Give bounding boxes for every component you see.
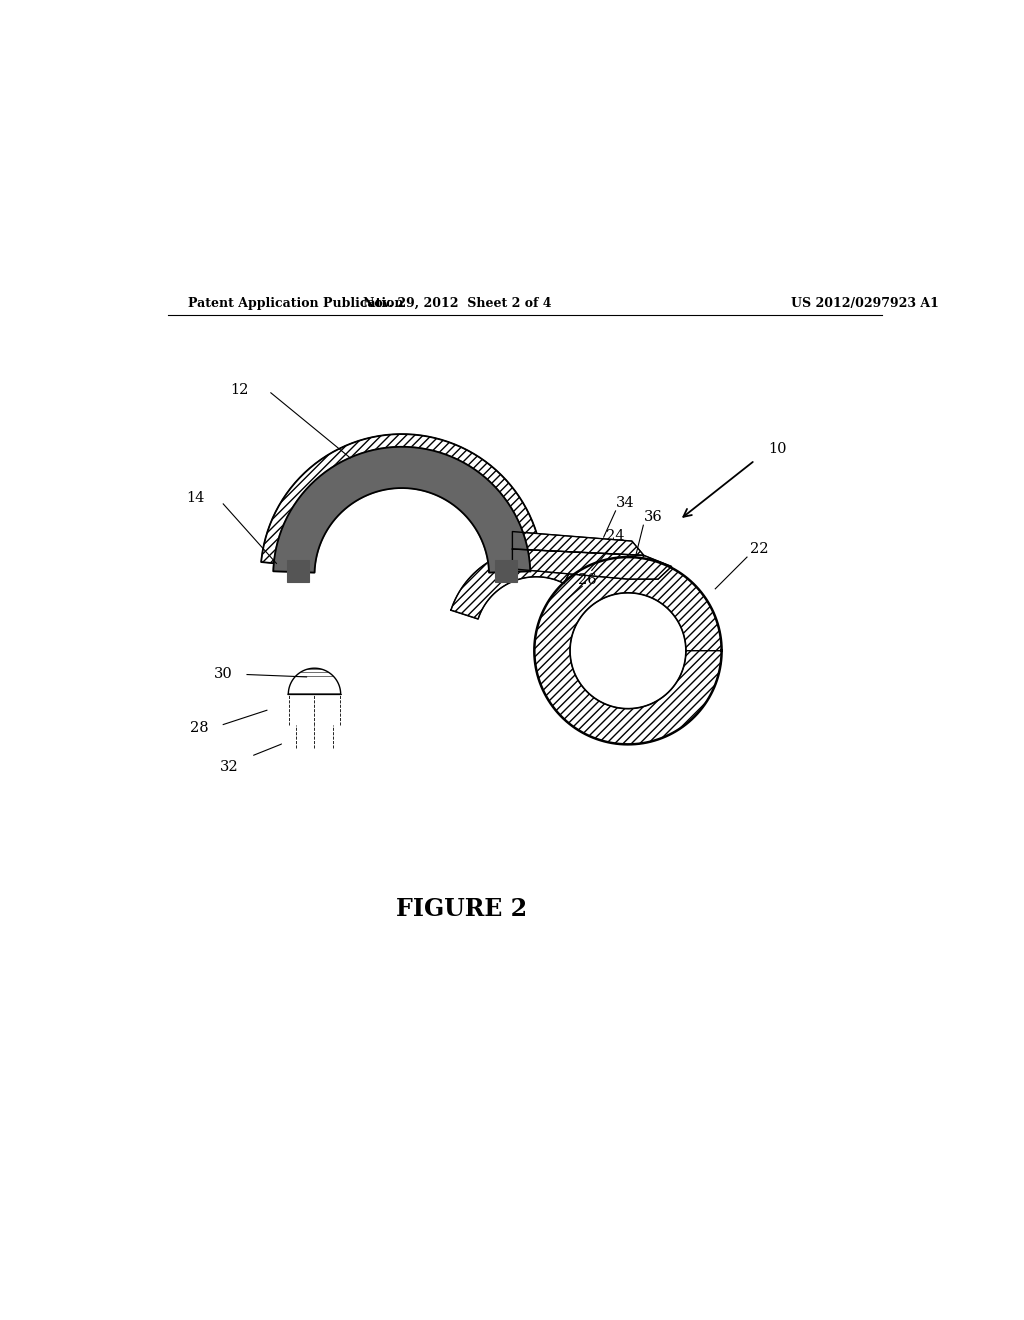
Bar — [287, 560, 309, 582]
Text: 30: 30 — [214, 667, 232, 681]
Polygon shape — [512, 532, 644, 556]
Text: 34: 34 — [615, 496, 635, 510]
Text: 14: 14 — [186, 491, 205, 504]
Bar — [269, 694, 360, 725]
Text: 12: 12 — [230, 383, 248, 397]
Text: 22: 22 — [750, 543, 768, 556]
Text: FIGURE 2: FIGURE 2 — [395, 896, 527, 920]
Text: 36: 36 — [644, 511, 663, 524]
Bar — [495, 560, 517, 582]
Polygon shape — [289, 668, 341, 694]
Polygon shape — [535, 557, 722, 744]
Polygon shape — [512, 549, 672, 579]
Polygon shape — [451, 548, 577, 619]
Polygon shape — [273, 446, 530, 573]
Text: 26: 26 — [579, 573, 597, 587]
Text: Nov. 29, 2012  Sheet 2 of 4: Nov. 29, 2012 Sheet 2 of 4 — [364, 297, 552, 310]
Polygon shape — [261, 434, 543, 565]
Bar — [282, 725, 347, 748]
Text: 28: 28 — [190, 721, 209, 735]
Text: 32: 32 — [219, 760, 239, 775]
Text: 10: 10 — [768, 442, 786, 457]
Text: 24: 24 — [606, 529, 625, 544]
Text: Patent Application Publication: Patent Application Publication — [187, 297, 403, 310]
Text: US 2012/0297923 A1: US 2012/0297923 A1 — [791, 297, 939, 310]
Polygon shape — [535, 557, 722, 744]
